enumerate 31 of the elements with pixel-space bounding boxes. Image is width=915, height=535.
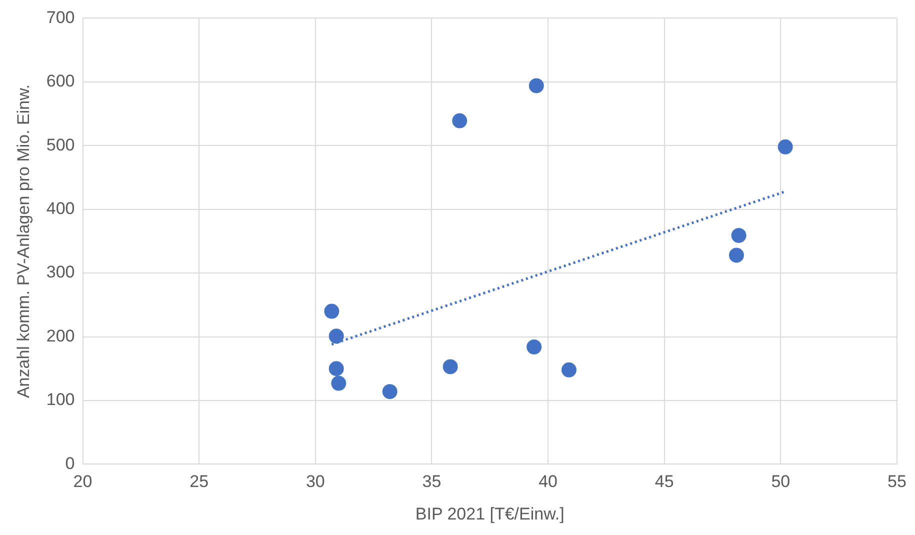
point bbox=[731, 228, 746, 243]
x-tick-label: 30 bbox=[306, 472, 325, 492]
point bbox=[324, 304, 340, 319]
x-tick-label: 20 bbox=[73, 472, 92, 492]
y-tick-label: 600 bbox=[46, 72, 75, 91]
y-tick-label: 300 bbox=[46, 262, 75, 282]
point bbox=[561, 362, 576, 378]
y-tick-label: 200 bbox=[46, 326, 75, 346]
y-tick-label: 500 bbox=[46, 135, 75, 154]
point bbox=[442, 359, 458, 374]
x-tick-label: 55 bbox=[888, 472, 906, 492]
y-tick-label: 100 bbox=[46, 390, 75, 410]
y-tick-label: 400 bbox=[46, 199, 75, 218]
point bbox=[528, 78, 544, 94]
x-tick-label: 50 bbox=[771, 472, 790, 492]
point bbox=[328, 361, 344, 376]
y-axis-title: Anzahl komm. PV-Anlagen pro Mio. Einw. bbox=[14, 84, 33, 398]
x-tick-label: 25 bbox=[190, 472, 209, 492]
x-axis-title: BIP 2021 [T€/Einw.] bbox=[415, 504, 564, 524]
y-tick-label: 0 bbox=[65, 454, 75, 473]
y-tick-label: 700 bbox=[46, 8, 75, 27]
point bbox=[728, 248, 744, 263]
point bbox=[331, 376, 346, 391]
x-tick-label: 45 bbox=[654, 472, 674, 492]
point bbox=[778, 139, 793, 154]
point bbox=[452, 113, 468, 128]
point bbox=[328, 328, 344, 344]
point bbox=[526, 339, 542, 354]
x-tick-label: 35 bbox=[422, 472, 442, 492]
point bbox=[382, 384, 398, 400]
x-tick-label: 40 bbox=[538, 472, 558, 492]
